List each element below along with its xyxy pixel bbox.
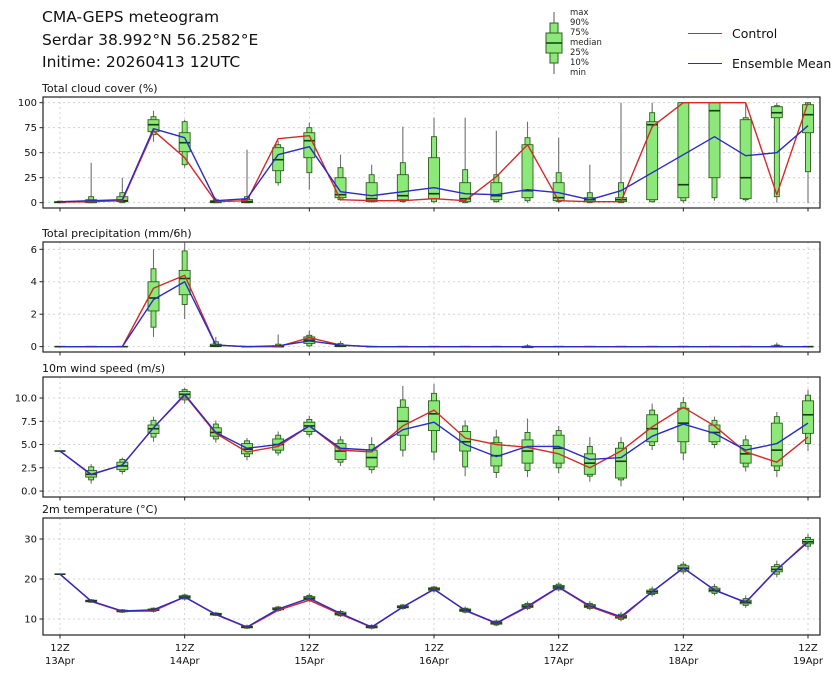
precip-ytick-label: 2: [31, 310, 37, 321]
temp-ytick-label: 10: [24, 615, 37, 626]
temp-ytick-label: 20: [24, 575, 37, 586]
xtick-day-label: 14Apr: [170, 656, 201, 667]
precip-ytick-label: 4: [31, 277, 37, 288]
cloud-ytick-label: 50: [24, 148, 37, 159]
percentile-legend: max 90% 75% median 25% 10% min: [543, 8, 602, 78]
cloud-control-line: [59, 101, 809, 203]
wind-panel-title: 10m wind speed (m/s): [42, 362, 165, 375]
wind-ytick-label: 10.0: [15, 394, 37, 405]
panel-precip: 0 2 4 6 Total precipitation (mm/6h): [31, 227, 821, 356]
xtick-day-label: 19Apr: [793, 656, 824, 667]
legend-label-control: Control: [732, 26, 778, 41]
cloud-ensemble-mean-line: [59, 125, 809, 203]
panel-wind: 0.0 2.5 5.0 7.5 10.0 10m wind speed (m/s): [15, 362, 821, 501]
cloud-ytick-label: 25: [24, 173, 37, 184]
percentile-label-median: median: [570, 38, 602, 48]
ensemble-mean-line-icon: [688, 63, 722, 64]
xtick-day-label: 17Apr: [544, 656, 575, 667]
percentile-label-90: 90%: [570, 18, 589, 28]
header: CMA-GEPS meteogram Serdar 38.992°N 56.25…: [42, 6, 258, 74]
boxplot-glyph-icon: [545, 12, 563, 74]
precip-panel-title: Total precipitation (mm/6h): [41, 227, 192, 240]
station-coordinates: Serdar 38.992°N 56.2582°E: [42, 30, 259, 49]
percentile-label-75: 75%: [570, 28, 589, 38]
wind-ytick-label: 7.5: [21, 417, 37, 428]
cloud-panel-title: Total cloud cover (%): [41, 82, 158, 95]
percentile-label-10: 10%: [570, 58, 589, 68]
wind-boxes: [54, 384, 814, 487]
control-line-icon: [688, 33, 722, 34]
temp-ensemble-mean-line: [59, 541, 809, 628]
wind-ytick-label: 2.5: [21, 463, 37, 474]
legend-entry-control: Control: [688, 26, 831, 41]
percentile-label-25: 25%: [570, 48, 589, 58]
precip-control-line: [60, 274, 808, 348]
series-legend: Control Ensemble Mean: [688, 26, 831, 71]
precip-ytick-label: 6: [31, 245, 37, 256]
xtick-hour-label: 12Z: [175, 643, 195, 654]
wind-ytick-label: 0.0: [21, 487, 37, 498]
cloud-ytick-label: 100: [18, 98, 37, 109]
legend-entry-ensemble-mean: Ensemble Mean: [688, 56, 831, 71]
xtick-hour-label: 12Z: [798, 643, 818, 654]
wind-ensemble-mean-line: [59, 393, 809, 476]
precip-ytick-label: 0: [31, 342, 37, 353]
xtick-hour-label: 12Z: [549, 643, 569, 654]
temp-panel-title: 2m temperature (°C): [42, 503, 158, 516]
percentile-label-max: max: [570, 8, 589, 18]
init-time: Initime: 20260413 12UTC: [42, 53, 241, 71]
panel-cloud: 0 25 50 75 100 Total cloud cover (%): [18, 82, 821, 212]
xtick-day-label: 16Apr: [419, 656, 450, 667]
xtick-hour-label: 12Z: [674, 643, 694, 654]
cloud-ytick-label: 0: [31, 198, 37, 209]
xtick-day-label: 18Apr: [668, 656, 699, 667]
xtick-hour-label: 12Z: [424, 643, 444, 654]
percentile-label-min: min: [570, 68, 587, 78]
precip-ensemble-mean-line: [60, 281, 808, 348]
wind-ytick-label: 5.0: [21, 440, 37, 451]
chart-title: CMA-GEPS meteogram: [42, 8, 220, 26]
xtick-day-label: 13Apr: [45, 656, 76, 667]
xtick-day-label: 15Apr: [294, 656, 325, 667]
legend-label-ensemble-mean: Ensemble Mean: [732, 56, 832, 71]
percentile-labels: max 90% 75% median 25% 10% min: [570, 8, 602, 78]
panel-temp: 10 20 30 2m temperature (°C): [24, 503, 821, 639]
xtick-hour-label: 12Z: [300, 643, 320, 654]
temp-ytick-label: 30: [24, 535, 37, 546]
xtick-hour-label: 12Z: [50, 643, 70, 654]
cloud-ytick-label: 75: [24, 123, 37, 134]
